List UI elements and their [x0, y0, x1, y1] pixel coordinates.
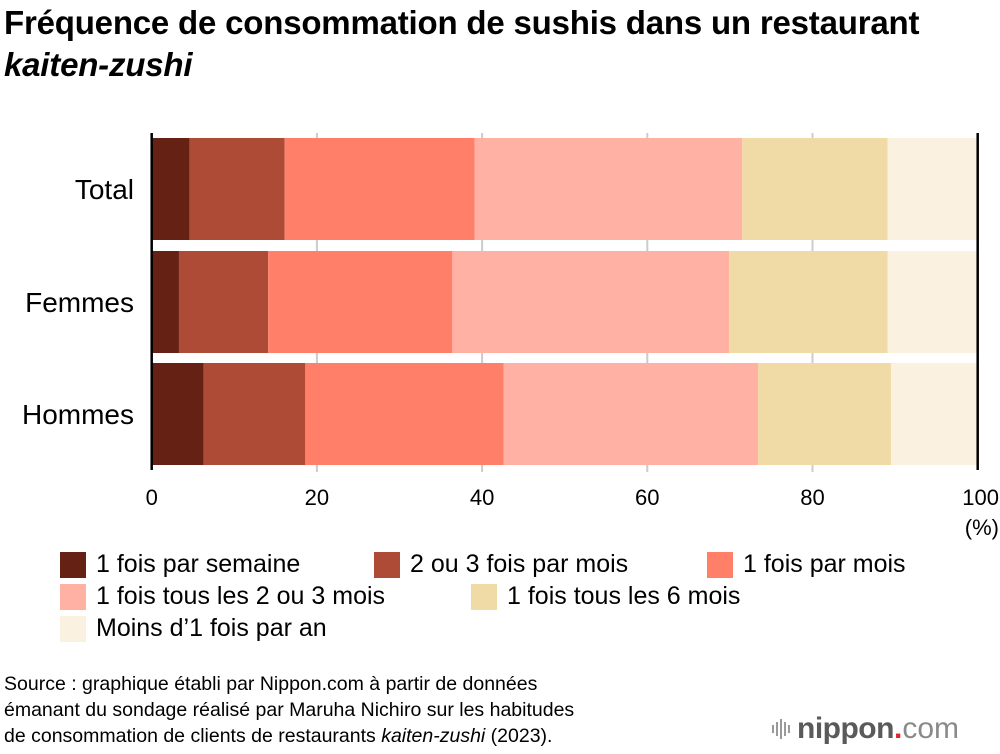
bar-hommes-series-3 [503, 363, 758, 465]
bar-hommes-series-1 [203, 363, 306, 465]
source-line-3-suffix: (2023). [485, 725, 553, 747]
bar-femmes-series-5 [887, 251, 978, 353]
bar-femmes-series-2 [268, 251, 453, 353]
x-tick-label-80: 80 [800, 485, 824, 510]
bar-femmes-series-3 [452, 251, 730, 353]
legend-label: 1 fois tous les 2 ou 3 mois [96, 582, 386, 610]
bar-total-series-0 [151, 138, 190, 240]
bar-total-series-3 [474, 138, 743, 240]
bar-hommes-series-5 [890, 363, 978, 465]
legend-label: 1 fois par mois [743, 550, 906, 578]
legend-swatch [60, 552, 86, 578]
labels: Total Femmes Hommes 0 20 40 60 80 100 (%) [22, 174, 999, 540]
nippon-logo: nippon. com [772, 712, 959, 746]
bars [151, 138, 978, 465]
legend-label: 1 fois par semaine [96, 550, 301, 578]
legend-swatch [707, 552, 733, 578]
category-label-femmes: Femmes [25, 287, 134, 318]
legend-swatch [60, 584, 86, 610]
x-unit-label: (%) [965, 515, 999, 540]
logo-brand: nippon [797, 712, 894, 745]
legend-label: 2 ou 3 fois par mois [410, 550, 629, 578]
logo-tld: com [902, 712, 959, 745]
bar-femmes-series-1 [178, 251, 269, 353]
axes [150, 133, 979, 470]
x-tick-label-40: 40 [470, 485, 494, 510]
legend-swatch [471, 584, 497, 610]
category-label-total: Total [75, 174, 134, 205]
bar-total-series-2 [284, 138, 475, 240]
bar-femmes-series-0 [151, 251, 179, 353]
legend-swatch [374, 552, 400, 578]
bar-total-series-4 [742, 138, 888, 240]
chart-title-italic: kaiten-zushi [4, 46, 193, 83]
chart-title: Fréquence de consommation de sushis dans… [4, 2, 994, 86]
x-tick-label-20: 20 [305, 485, 329, 510]
x-tick-label-60: 60 [635, 485, 659, 510]
source-line-1: Source : graphique établi par Nippon.com… [4, 673, 538, 695]
bar-total-series-1 [189, 138, 285, 240]
legend-swatch [60, 616, 86, 642]
source-line-3-text: de consommation de clients de restaurant… [4, 725, 382, 747]
source-line-3-italic: kaiten-zushi [381, 725, 486, 747]
source-line-3: de consommation de clients de restaurant… [4, 723, 744, 749]
source-note: Source : graphique établi par Nippon.com… [4, 671, 744, 749]
source-line-2: émanant du sondage réalisé par Maruha Ni… [4, 699, 575, 721]
x-tick-label-100: 100 [962, 485, 999, 510]
legend-label: 1 fois tous les 6 mois [507, 582, 741, 610]
chart-title-text: Fréquence de consommation de sushis dans… [4, 4, 920, 41]
category-label-hommes: Hommes [22, 399, 134, 430]
x-tick-label-0: 0 [146, 485, 158, 510]
logo-dot: . [893, 712, 903, 745]
bar-hommes-series-2 [305, 363, 504, 465]
sound-bars-icon [772, 719, 790, 739]
stacked-bar-chart: Total Femmes Hommes 0 20 40 60 80 100 (%) [22, 133, 999, 540]
bar-hommes-series-4 [757, 363, 891, 465]
bar-hommes-series-0 [151, 363, 204, 465]
bar-femmes-series-4 [729, 251, 888, 353]
bar-total-series-5 [887, 138, 978, 240]
legend-label: Moins d’1 fois par an [96, 614, 327, 642]
